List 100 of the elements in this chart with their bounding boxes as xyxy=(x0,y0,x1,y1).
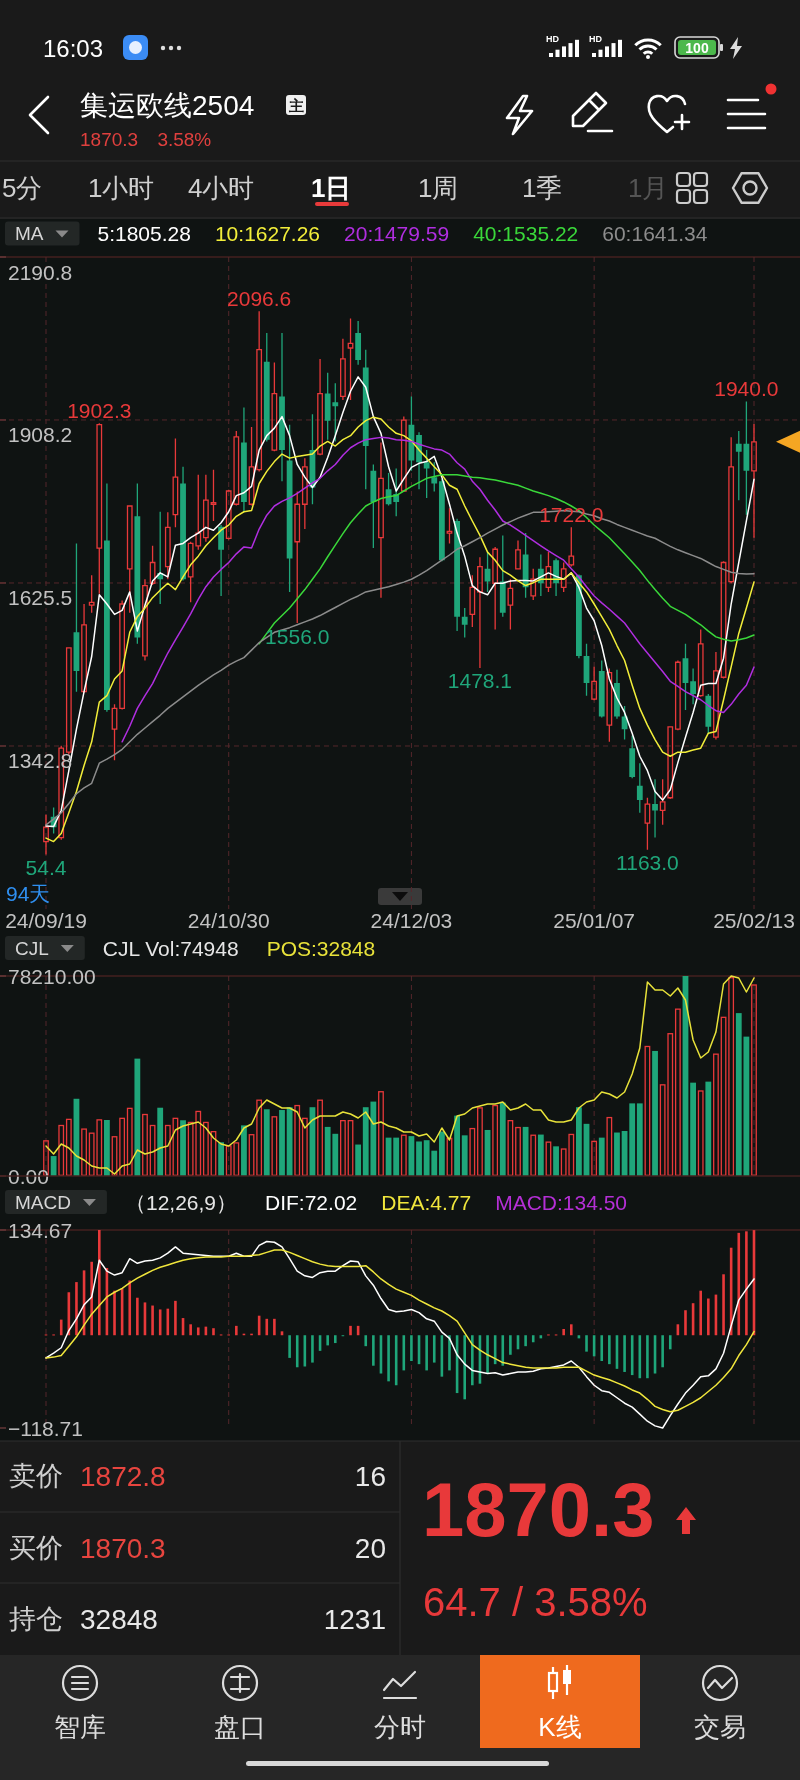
bar xyxy=(180,1120,186,1176)
y-tick-label: 134.67 xyxy=(8,1218,73,1242)
bar xyxy=(501,1335,505,1366)
text: 5:1805.28 xyxy=(97,222,191,245)
chart-title: MACD xyxy=(15,1191,71,1213)
bar xyxy=(509,1335,512,1355)
bar xyxy=(646,1335,649,1379)
series-label: DIF:72.02 xyxy=(265,1190,358,1214)
bar xyxy=(265,1318,269,1336)
chart-title: 集运欧线2504 xyxy=(80,89,255,121)
annotation: 2096.6 xyxy=(227,286,292,310)
bar xyxy=(333,1335,337,1344)
text: MACD:134.50 xyxy=(495,1190,628,1214)
y-tick-label: 0.00 xyxy=(8,1164,49,1188)
bar xyxy=(393,1137,400,1176)
text: 1872.8 xyxy=(80,1460,166,1492)
bar xyxy=(58,1124,65,1176)
bar xyxy=(75,1282,78,1336)
bar xyxy=(172,1117,179,1176)
bar xyxy=(349,1325,352,1336)
bar xyxy=(463,1335,467,1400)
bar xyxy=(668,1335,672,1350)
bar xyxy=(707,1298,710,1336)
text: 16 xyxy=(354,1460,386,1492)
text: 5分 xyxy=(2,173,43,203)
bar xyxy=(720,1016,727,1177)
x-tick-label: 24/09/19 xyxy=(5,908,87,932)
bar xyxy=(271,1116,278,1176)
bar xyxy=(499,1102,506,1176)
bar xyxy=(690,1082,696,1176)
text: 20:1479.59 xyxy=(344,222,450,245)
bar xyxy=(355,1144,362,1176)
bar xyxy=(652,1050,658,1176)
bar xyxy=(317,1099,323,1176)
bar xyxy=(90,1261,93,1336)
bar xyxy=(326,1335,329,1346)
bar xyxy=(400,1134,407,1176)
bar xyxy=(492,1104,499,1176)
bar xyxy=(235,1325,238,1336)
bar xyxy=(515,1126,521,1176)
legend-title: MA xyxy=(15,223,44,244)
bar xyxy=(189,1324,192,1336)
text: 60:1641.34 xyxy=(602,222,708,245)
bar xyxy=(295,1335,299,1368)
bar xyxy=(157,1107,164,1176)
bar xyxy=(288,1335,291,1358)
text: 1231 xyxy=(323,1603,386,1635)
bar xyxy=(218,1142,224,1176)
bar xyxy=(248,1134,255,1176)
bar xyxy=(372,1335,375,1366)
bar xyxy=(569,1324,573,1336)
text: 1日 xyxy=(311,173,352,203)
bar xyxy=(608,1335,611,1365)
bar xyxy=(524,1335,527,1347)
bar xyxy=(364,1335,368,1347)
bar xyxy=(598,1137,605,1176)
bar xyxy=(432,1335,436,1363)
bar xyxy=(522,1126,529,1176)
text: 40:1535.22 xyxy=(473,222,579,245)
bar xyxy=(263,1109,270,1176)
bar xyxy=(553,1146,559,1176)
bar xyxy=(416,1141,422,1176)
bar xyxy=(81,1128,87,1176)
bar xyxy=(378,1091,384,1176)
bar xyxy=(448,1335,451,1371)
bar xyxy=(644,1045,651,1176)
text: 智库 xyxy=(54,1712,106,1742)
bar xyxy=(294,1104,301,1176)
text: 16:03 xyxy=(43,34,104,62)
bar xyxy=(97,1230,101,1336)
bar xyxy=(722,1274,725,1336)
bar xyxy=(705,1081,712,1176)
annotation: 94天 xyxy=(6,881,51,905)
x-tick-label: 24/10/30 xyxy=(187,908,270,932)
bar xyxy=(446,1137,453,1176)
bar xyxy=(728,977,735,1176)
bar xyxy=(273,1318,276,1336)
bar xyxy=(202,1121,209,1176)
bar xyxy=(591,1140,598,1176)
bar xyxy=(486,1335,489,1374)
bar xyxy=(661,1335,664,1368)
bar xyxy=(347,1120,354,1176)
bar xyxy=(600,1335,604,1362)
bar xyxy=(530,1134,537,1176)
text: 100 xyxy=(685,40,709,56)
bar xyxy=(674,1008,681,1176)
bar xyxy=(128,1280,132,1336)
bar xyxy=(301,1117,308,1176)
bar xyxy=(410,1335,413,1362)
bar xyxy=(149,1124,156,1176)
bar xyxy=(438,1131,445,1176)
bar xyxy=(104,1120,110,1176)
bar xyxy=(210,1130,217,1176)
bar xyxy=(311,1335,314,1363)
bar xyxy=(684,1310,687,1336)
annotation: 1940.0 xyxy=(714,377,779,401)
text: 4小时 xyxy=(188,173,255,203)
y-tick-label: 2190.8 xyxy=(8,260,73,284)
text: 10:1627.26 xyxy=(214,222,321,245)
bar xyxy=(286,1107,293,1176)
